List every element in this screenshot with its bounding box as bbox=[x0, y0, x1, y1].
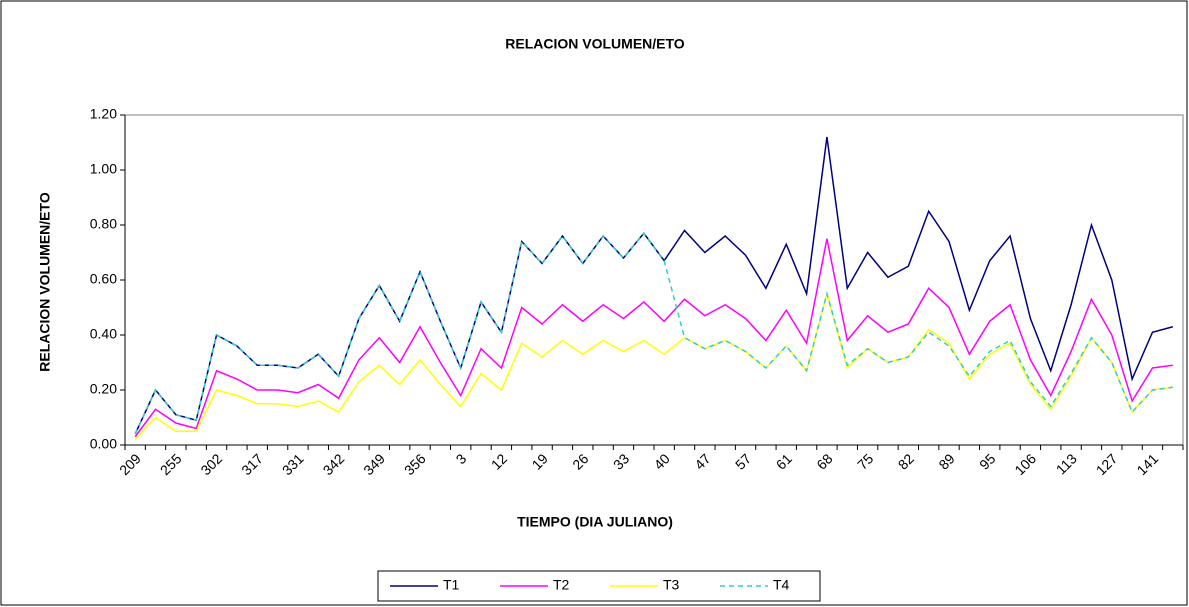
chart-title: RELACION VOLUMEN/ETO bbox=[505, 36, 685, 52]
legend-label: T3 bbox=[663, 577, 680, 593]
legend-label: T2 bbox=[553, 577, 570, 593]
legend-box bbox=[377, 570, 821, 602]
y-tick-label: 0.20 bbox=[90, 381, 117, 397]
series-line bbox=[134, 238, 1173, 438]
series-line bbox=[134, 232, 1173, 435]
legend-label: T4 bbox=[773, 577, 790, 593]
series-line bbox=[134, 290, 1173, 441]
y-tick-label: 1.00 bbox=[90, 161, 117, 177]
y-tick-label: 0.40 bbox=[90, 326, 117, 342]
x-axis-title: TIEMPO (DIA JULIANO) bbox=[517, 514, 673, 530]
y-tick-label: 0.00 bbox=[90, 436, 117, 452]
legend-label: T1 bbox=[443, 577, 460, 593]
y-tick-label: 1.20 bbox=[90, 106, 117, 122]
y-tick-label: 0.80 bbox=[90, 216, 117, 232]
y-tick-label: 0.60 bbox=[90, 271, 117, 287]
y-axis-title: RELACION VOLUMEN/ETO bbox=[37, 192, 53, 372]
plot-frame bbox=[125, 114, 1184, 445]
